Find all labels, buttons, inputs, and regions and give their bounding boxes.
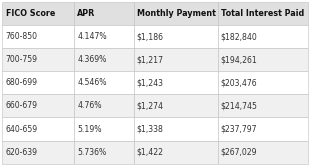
Bar (218, 48, 308, 71)
Text: 680-699: 680-699 (6, 78, 38, 87)
Bar (134, 141, 218, 164)
Bar (74, 2, 134, 25)
Bar (218, 94, 308, 117)
Text: 4.369%: 4.369% (77, 55, 107, 64)
Text: 760-850: 760-850 (6, 32, 38, 41)
Text: 5.736%: 5.736% (77, 148, 107, 157)
Bar (74, 94, 134, 117)
Bar (74, 48, 134, 71)
Text: $203,476: $203,476 (221, 78, 257, 87)
Text: 4.147%: 4.147% (77, 32, 107, 41)
Text: $214,745: $214,745 (221, 101, 258, 110)
Bar (2, 2, 74, 25)
Text: $1,422: $1,422 (137, 148, 164, 157)
Text: FICO Score: FICO Score (6, 9, 55, 18)
Bar (134, 71, 218, 94)
Text: Total Interest Paid: Total Interest Paid (221, 9, 304, 18)
Text: $182,840: $182,840 (221, 32, 257, 41)
Bar (74, 71, 134, 94)
Bar (74, 25, 134, 48)
Bar (134, 25, 218, 48)
Bar (134, 94, 218, 117)
Bar (134, 2, 218, 25)
Text: 620-639: 620-639 (6, 148, 38, 157)
Bar (2, 71, 74, 94)
Text: APR: APR (77, 9, 95, 18)
Bar (2, 48, 74, 71)
Bar (134, 117, 218, 141)
Bar (218, 71, 308, 94)
Text: $1,186: $1,186 (137, 32, 164, 41)
Bar (218, 117, 308, 141)
Bar (2, 94, 74, 117)
Bar (2, 141, 74, 164)
Bar (74, 141, 134, 164)
Bar (74, 117, 134, 141)
Bar (218, 2, 308, 25)
Bar (218, 25, 308, 48)
Text: $237,797: $237,797 (221, 125, 257, 133)
Text: 640-659: 640-659 (6, 125, 38, 133)
Text: $1,217: $1,217 (137, 55, 164, 64)
Text: $1,243: $1,243 (137, 78, 164, 87)
Bar (2, 25, 74, 48)
Text: $194,261: $194,261 (221, 55, 258, 64)
Text: 700-759: 700-759 (6, 55, 38, 64)
Text: $267,029: $267,029 (221, 148, 257, 157)
Text: Monthly Payment: Monthly Payment (137, 9, 216, 18)
Bar (218, 141, 308, 164)
Text: $1,338: $1,338 (137, 125, 164, 133)
Text: 5.19%: 5.19% (77, 125, 102, 133)
Bar (2, 117, 74, 141)
Text: $1,274: $1,274 (137, 101, 164, 110)
Bar (134, 48, 218, 71)
Text: 4.76%: 4.76% (77, 101, 102, 110)
Text: 660-679: 660-679 (6, 101, 38, 110)
Text: 4.546%: 4.546% (77, 78, 107, 87)
